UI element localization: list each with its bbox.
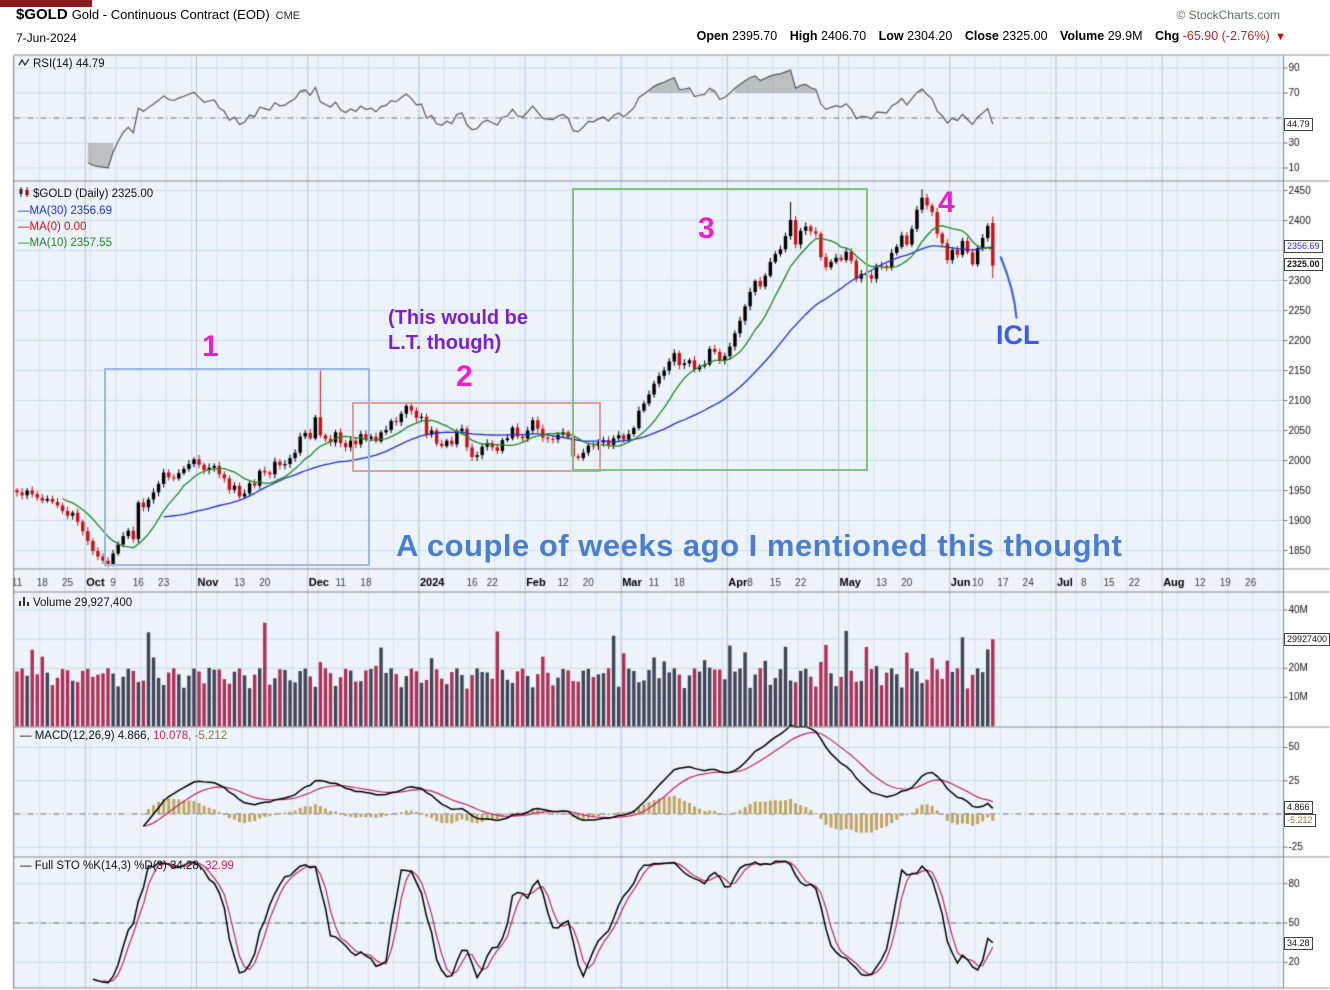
- close-label: Close: [964, 29, 999, 43]
- macd-legend: — MACD(12,26,9) 4.866, 10.078, -5.212: [20, 730, 227, 742]
- volume-value: 29.9M: [1107, 29, 1143, 43]
- ma10-legend: —MA(10) 2357.55: [18, 237, 112, 249]
- rsi-legend: RSI(14) 44.79: [18, 56, 105, 71]
- annotation-box-3: [572, 188, 868, 471]
- chart-date: 7-Jun-2024: [16, 31, 77, 45]
- comment-text: A couple of weeks ago I mentioned this t…: [396, 528, 1123, 563]
- volume-legend-label: Volume 29,927,400: [33, 597, 133, 609]
- price-legend-label: $GOLD (Daily) 2325.00: [33, 188, 154, 200]
- low-value: 2304.20: [907, 29, 953, 43]
- sto-legend: — Full STO %K(14,3) %D(3) 34.28, 32.99: [20, 860, 234, 872]
- rsi-value-box: 44.79: [1284, 118, 1313, 131]
- annotation-box-2: [352, 402, 601, 472]
- annotation-note-line1: (This would be: [388, 307, 528, 329]
- ma30-legend: —MA(30) 2356.69: [18, 205, 112, 217]
- change-label: Chg: [1154, 29, 1180, 43]
- ma0-legend: —MA(0) 0.00: [18, 221, 87, 233]
- volume-legend: Volume 29,927,400: [18, 595, 132, 610]
- copyright-link[interactable]: © StockCharts.com: [1176, 8, 1280, 22]
- quote-summary: Open 2395.70 High 2406.70 Low 2304.20 Cl…: [688, 29, 1286, 43]
- icl-label: ICL: [996, 320, 1040, 350]
- annotation-number-1: 1: [202, 330, 219, 363]
- rsi-legend-label: RSI(14) 44.79: [33, 58, 105, 70]
- annotation-box-1: [104, 368, 370, 566]
- annotation-number-2: 2: [456, 360, 473, 393]
- open-label: Open: [696, 29, 729, 43]
- chart-header: $GOLD Gold - Continuous Contract (EOD) CME: [16, 6, 300, 23]
- macd-hist-value-box: -5.212: [1284, 814, 1316, 827]
- open-value: 2395.70: [732, 29, 778, 43]
- volume-value-box: 29927400: [1284, 633, 1330, 646]
- price-ma-value-box: 2356.69: [1284, 240, 1323, 253]
- high-value: 2406.70: [820, 29, 867, 43]
- high-label: High: [789, 29, 818, 43]
- macd-value-box: 4.866: [1284, 801, 1313, 814]
- exchange: CME: [275, 10, 301, 22]
- price-legend: $GOLD (Daily) 2325.00 —MA(30) 2356.69 —M…: [18, 186, 153, 251]
- macd-legend-hist: -5.212: [194, 730, 228, 742]
- change-down-triangle-icon: ▼: [1275, 31, 1286, 43]
- low-label: Low: [878, 29, 904, 43]
- symbol: $GOLD: [16, 6, 68, 23]
- top-red-strip: [0, 0, 92, 7]
- instrument-name: Gold - Continuous Contract (EOD): [71, 7, 270, 22]
- annotation-note: (This would be L.T. though): [388, 306, 528, 356]
- macd-legend-main: — MACD(12,26,9) 4.866,: [20, 730, 150, 742]
- annotation-number-3: 3: [698, 212, 715, 245]
- rsi-icon: [18, 56, 30, 71]
- annotation-number-4: 4: [938, 186, 955, 219]
- sto-value-box: 34.28: [1284, 937, 1313, 950]
- candlestick-icon: [18, 186, 30, 203]
- sto-legend-d: 32.99: [205, 860, 234, 872]
- volume-bars-icon: [18, 595, 30, 610]
- price-close-value-box: 2325.00: [1284, 258, 1323, 271]
- macd-legend-signal: 10.078,: [152, 730, 192, 742]
- volume-label: Volume: [1060, 29, 1105, 43]
- close-value: 2325.00: [1002, 29, 1048, 43]
- change-value: -65.90 (-2.76%): [1182, 29, 1270, 43]
- sto-legend-main: — Full STO %K(14,3) %D(3) 34.28,: [20, 860, 202, 872]
- annotation-note-line2: L.T. though): [388, 332, 502, 354]
